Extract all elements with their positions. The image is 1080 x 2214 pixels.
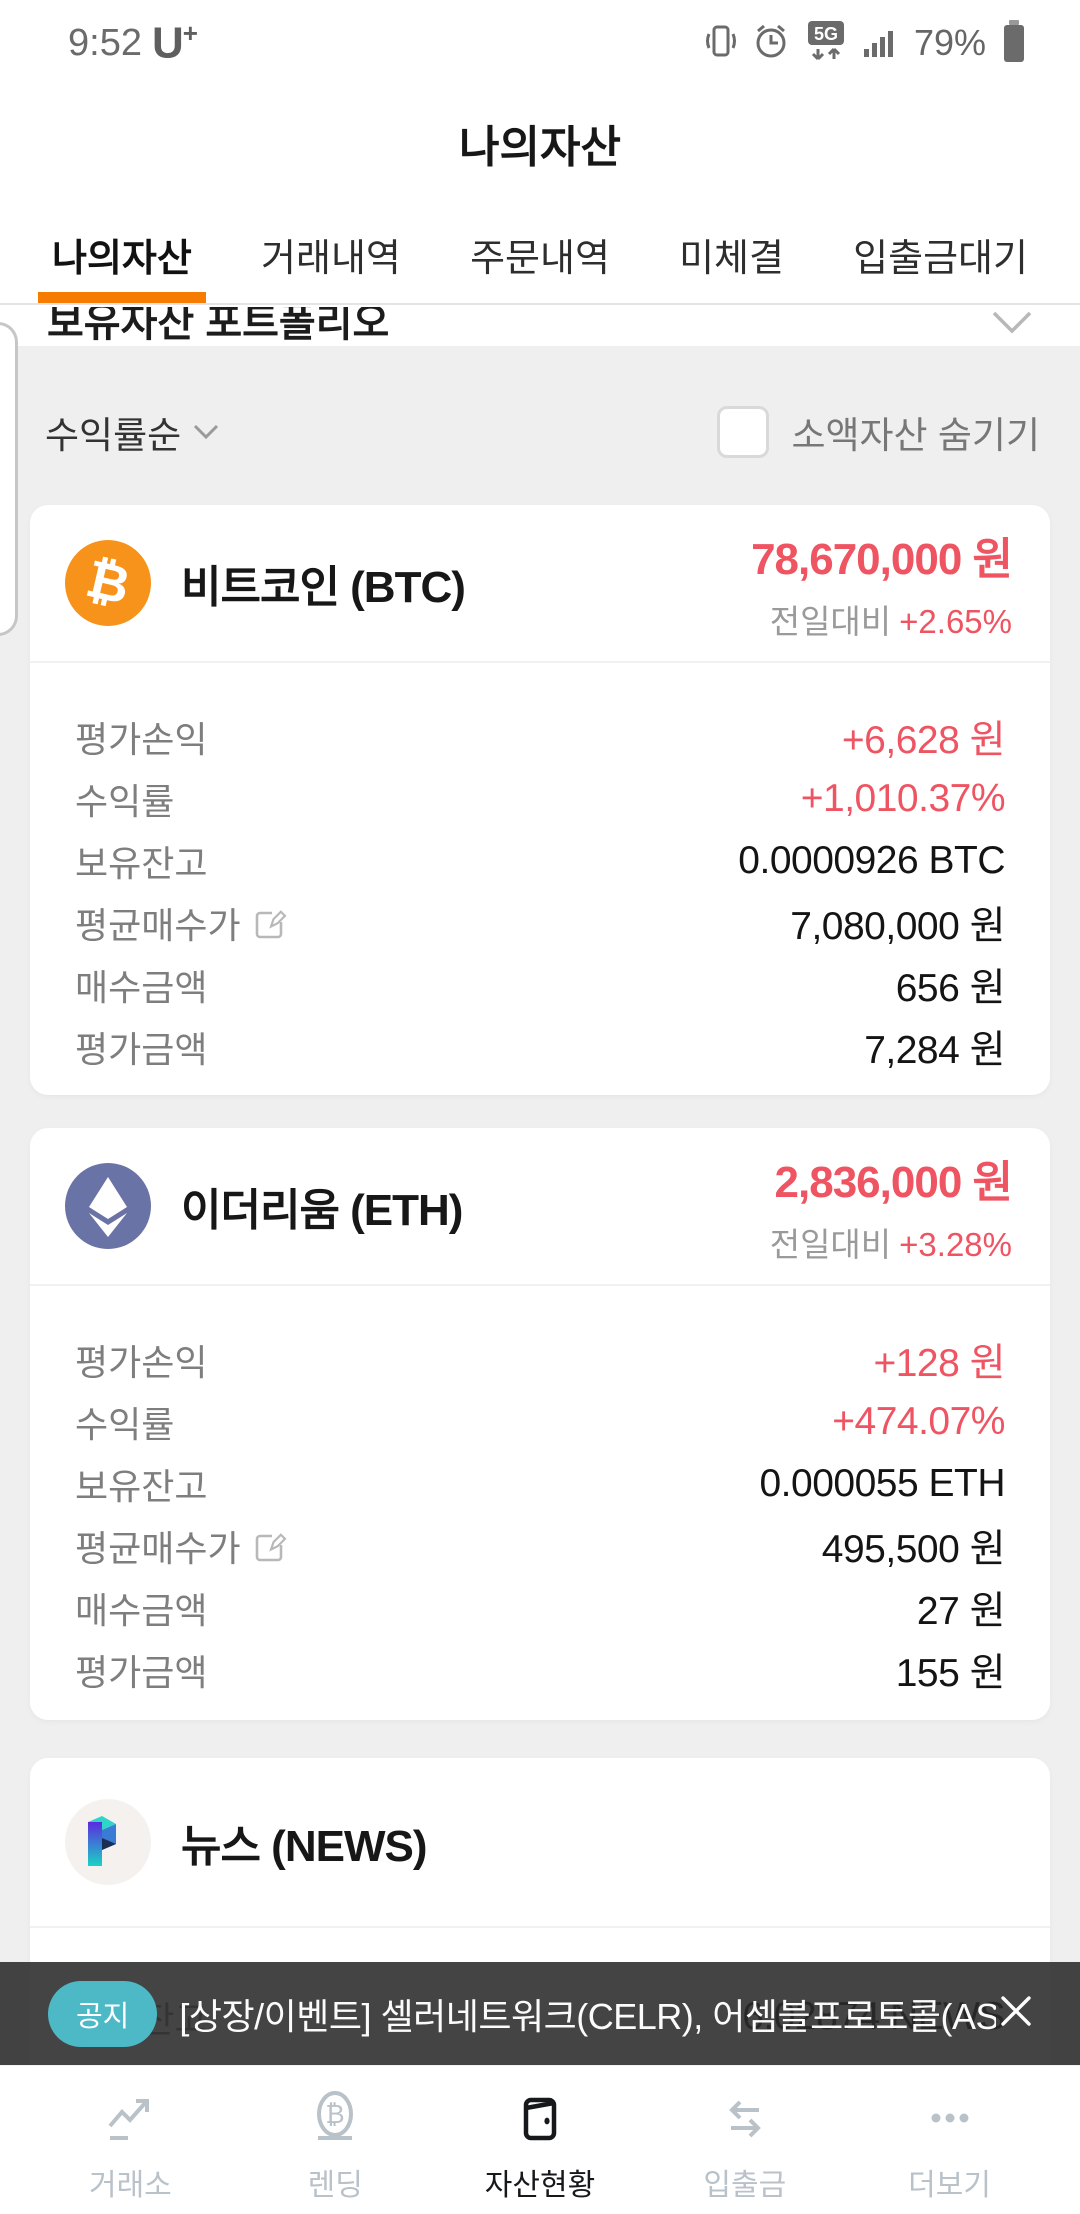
5g-network-icon: 5G xyxy=(804,19,848,68)
tab-order-history[interactable]: 주문내역 xyxy=(470,237,610,280)
svg-text:5G: 5G xyxy=(814,24,838,44)
asset-card-eth[interactable]: 이더리움 (ETH) 2,836,000 원 전일대비 +3.28% 평가손익 +1… xyxy=(30,1128,1050,1720)
row-balance: 보유잔고 0.000055 ETH xyxy=(75,1462,1005,1507)
hide-small-assets-label: 소액자산 숨기기 xyxy=(791,415,1040,456)
vibrate-icon xyxy=(704,21,738,66)
row-buy-amount: 매수금액 656 원 xyxy=(75,967,1006,1010)
eth-icon xyxy=(65,1163,151,1249)
chevron-down-icon xyxy=(194,424,219,440)
btc-icon: ₿ xyxy=(65,540,151,626)
bottom-nav: 거래소 ₿ 렌딩 자산현황 입출금 더보기 xyxy=(0,2065,1080,2214)
row-avg-buy-price: 평균매수가 7,080,000 원 xyxy=(75,905,1005,948)
row-valuation-amount: 평가금액 155 원 xyxy=(75,1652,1006,1695)
tab-pending-deposits[interactable]: 입출금대기 xyxy=(853,237,1028,280)
notice-banner[interactable]: 공지 [상장/이벤트] 셀러네트워크(CELR), 어셈블프로토콜(ASM), … xyxy=(0,1962,1080,2065)
asset-detail-rows: 평가손익 +128 원 수익률 +474.07% 보유잔고 0.000055 ETH … xyxy=(30,1286,1050,1701)
row-avg-buy-price: 평균매수가 495,500 원 xyxy=(75,1528,1006,1571)
portfolio-header[interactable]: 보유자산 포트폴리오 xyxy=(0,307,1080,346)
asset-name: 비트코인 (BTC) xyxy=(181,563,466,612)
battery-icon xyxy=(1000,18,1028,69)
tab-trade-history[interactable]: 거래내역 xyxy=(261,237,401,280)
asset-card-btc[interactable]: ₿ 비트코인 (BTC) 78,670,000 원 전일대비 +2.65% 평가손… xyxy=(30,505,1050,1095)
change-value: +2.65% xyxy=(899,603,1012,640)
page-title: 나의자산 xyxy=(459,122,621,172)
side-peek-panel xyxy=(0,322,18,636)
asset-card-header: 뉴스 (NEWS) xyxy=(30,1758,1050,1926)
change-prefix: 전일대비 xyxy=(769,1226,892,1263)
hide-small-assets-checkbox[interactable] xyxy=(717,406,770,458)
sort-dropdown[interactable]: 수익률순 xyxy=(45,405,219,459)
sort-label: 수익률순 xyxy=(45,415,182,456)
nav-item-exchange[interactable]: 거래소 xyxy=(28,2066,233,2214)
carrier-logo: U+ xyxy=(151,17,198,68)
row-valuation-amount: 평가금액 7,284 원 xyxy=(75,1029,1005,1072)
nav-item-assets[interactable]: 자산현황 xyxy=(438,2066,643,2214)
nav-item-deposit-withdraw[interactable]: 입출금 xyxy=(642,2066,847,2214)
asset-price: 2,836,000 원 xyxy=(774,1158,1013,1207)
change-prefix: 전일대비 xyxy=(769,603,892,640)
row-valuation-pl: 평가손익 +128 원 xyxy=(75,1342,1005,1385)
edit-icon[interactable] xyxy=(253,1529,287,1563)
row-balance: 보유잔고 0.0000926 BTC xyxy=(75,839,1005,884)
asset-price: 78,670,000 원 xyxy=(751,535,1013,584)
asset-card-header: 이더리움 (ETH) 2,836,000 원 전일대비 +3.28% xyxy=(30,1128,1050,1284)
nav-item-lending[interactable]: ₿ 렌딩 xyxy=(233,2066,438,2214)
transfer-arrows-icon xyxy=(728,2100,761,2138)
asset-name: 이더리움 (ETH) xyxy=(181,1186,463,1235)
battery-percent: 79% xyxy=(913,22,986,63)
divider xyxy=(30,661,1050,663)
notice-badge: 공지 xyxy=(48,1980,158,2047)
signal-strength-icon xyxy=(862,21,900,66)
wallet-icon xyxy=(523,2097,557,2141)
close-icon[interactable] xyxy=(996,1991,1036,2036)
tab-my-assets[interactable]: 나의자산 xyxy=(38,205,206,303)
alarm-icon xyxy=(752,21,790,66)
notice-message[interactable]: [상장/이벤트] 셀러네트워크(CELR), 어셈블프로토콜(ASM), ⋯ xyxy=(179,1995,996,2037)
status-time: 9:52 xyxy=(68,21,142,64)
active-tab-underline xyxy=(38,292,206,303)
news-token-icon xyxy=(65,1799,151,1885)
portfolio-header-title: 보유자산 포트폴리오 xyxy=(47,307,390,345)
divider xyxy=(30,1926,1050,1928)
change-value: +3.28% xyxy=(899,1226,1012,1263)
trend-chart-icon xyxy=(108,2099,150,2140)
asset-name: 뉴스 (NEWS) xyxy=(181,1822,427,1871)
hide-small-assets-toggle[interactable]: 소액자산 숨기기 xyxy=(717,405,1040,459)
lending-coin-icon: ₿ xyxy=(317,2091,354,2140)
tab-bar: 나의자산 거래내역 주문내역 미체결 입출금대기 xyxy=(0,205,1080,305)
svg-text:₿: ₿ xyxy=(326,2099,345,2129)
edit-icon[interactable] xyxy=(253,906,287,940)
divider xyxy=(30,1284,1050,1286)
row-return-rate: 수익률 +474.07% xyxy=(75,1400,1005,1445)
asset-card-header: ₿ 비트코인 (BTC) 78,670,000 원 전일대비 +2.65% xyxy=(30,505,1050,661)
status-bar: 9:52 U+ 5G 79% xyxy=(0,0,1080,80)
more-dots-icon xyxy=(931,2113,969,2123)
row-return-rate: 수익률 +1,010.37% xyxy=(75,777,1006,822)
tab-open-orders[interactable]: 미체결 xyxy=(679,237,784,280)
row-valuation-pl: 평가손익 +6,628 원 xyxy=(75,719,1006,762)
asset-detail-rows: 평가손익 +6,628 원 수익률 +1,010.37% 보유잔고 0.0000926… xyxy=(30,663,1050,1078)
chevron-down-icon[interactable] xyxy=(990,309,1034,340)
row-buy-amount: 매수금액 27 원 xyxy=(75,1590,1006,1633)
nav-item-more[interactable]: 더보기 xyxy=(847,2066,1052,2214)
filter-row: 수익률순 소액자산 숨기기 xyxy=(0,400,1080,464)
asset-list-section: 수익률순 소액자산 숨기기 ₿ 비트코인 (BTC) 78,670,000 원 … xyxy=(0,346,1080,2214)
